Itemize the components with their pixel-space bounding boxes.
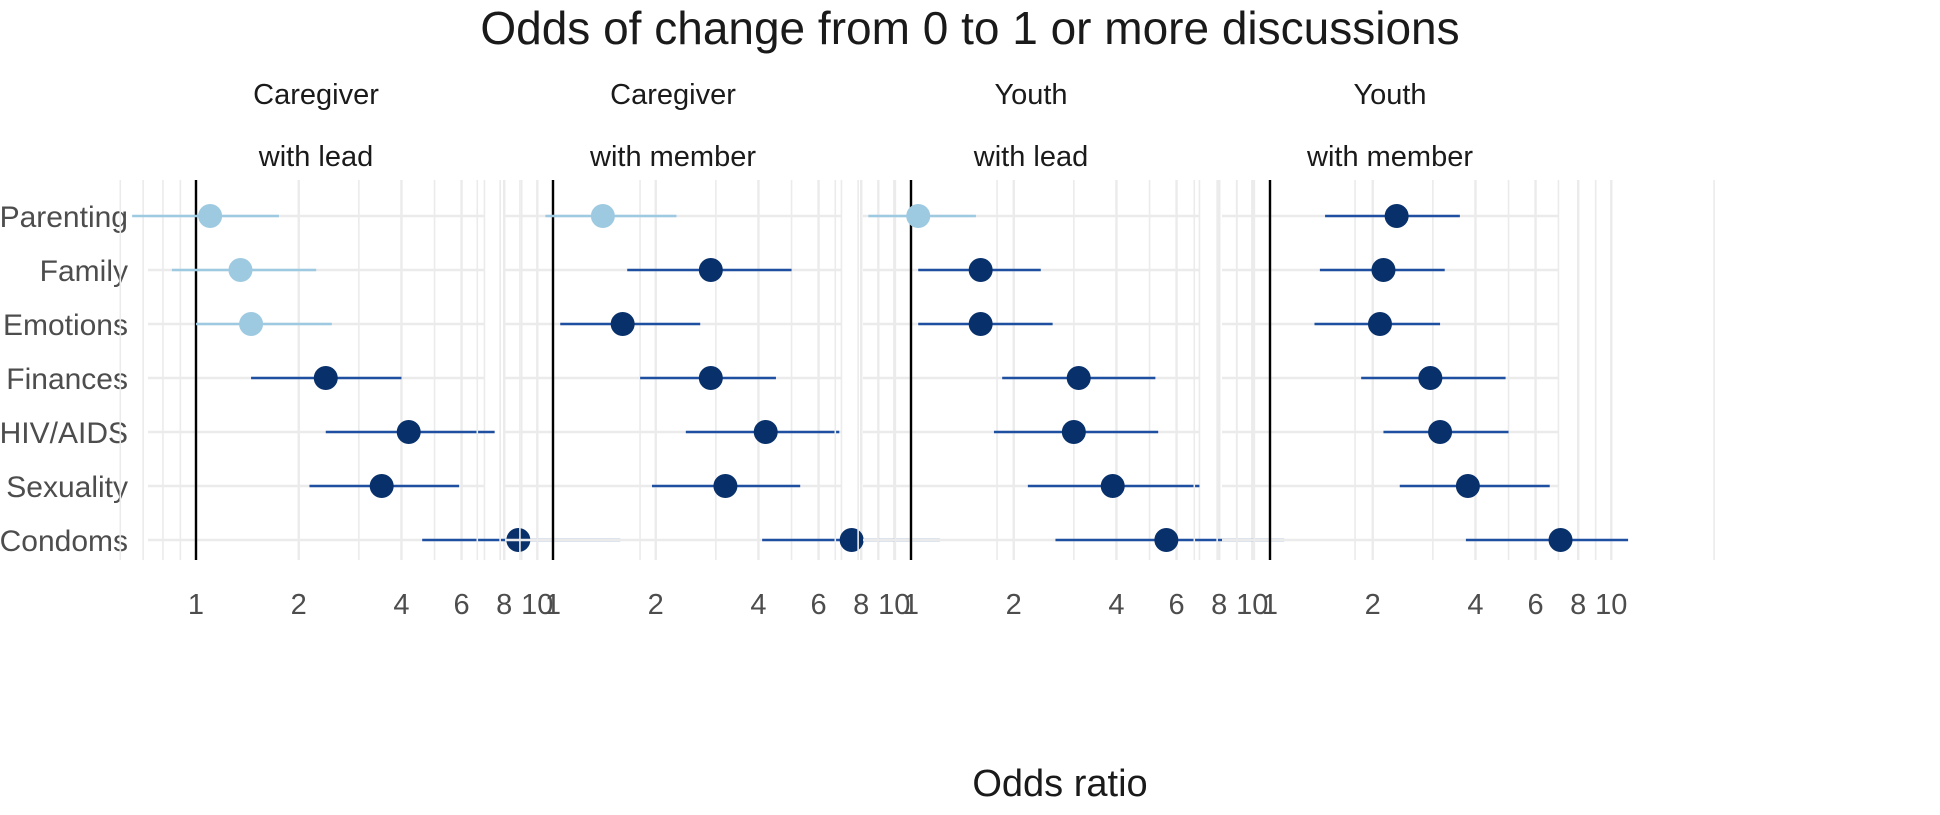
x-tick-label: 6 (1528, 589, 1544, 621)
estimate-point (1066, 366, 1091, 390)
estimate-point (198, 204, 223, 228)
x-axis-title: Odds ratio (972, 763, 1148, 805)
category-label: HIV/AIDS (0, 417, 128, 450)
x-tick-label: 10 (878, 589, 910, 621)
chart-title: Odds of change from 0 to 1 or more discu… (480, 2, 1460, 54)
estimate-point (753, 420, 778, 444)
category-label: Emotions (3, 309, 128, 342)
x-tick-label: 10 (521, 589, 553, 621)
category-label: Family (40, 255, 128, 288)
x-tick-label: 4 (1467, 589, 1483, 621)
panel-strip-label: with member (589, 141, 756, 173)
estimate-point (610, 312, 635, 336)
estimate-point (228, 258, 253, 282)
estimate-point (968, 258, 993, 282)
estimate-point (698, 366, 723, 390)
estimate-point (839, 528, 864, 552)
estimate-point (1384, 204, 1409, 228)
x-tick-label: 6 (1169, 589, 1185, 621)
x-tick-label: 6 (811, 589, 827, 621)
category-label: Condoms (0, 525, 128, 558)
estimate-point (1367, 312, 1392, 336)
x-tick-label: 2 (291, 589, 307, 621)
x-tick-label: 2 (1365, 589, 1381, 621)
panel-strip-label: with member (1306, 141, 1473, 173)
x-tick-label: 1 (1262, 589, 1278, 621)
estimate-point (1371, 258, 1396, 282)
x-tick-label: 2 (1006, 589, 1022, 621)
estimate-point (590, 204, 615, 228)
x-tick-label: 2 (648, 589, 664, 621)
estimate-point (1100, 474, 1125, 498)
panel-strip-label: Youth (994, 79, 1067, 111)
estimate-point (968, 312, 993, 336)
x-tick-label: 1 (545, 589, 561, 621)
x-tick-label: 8 (853, 589, 869, 621)
estimate-point (698, 258, 723, 282)
x-tick-label: 4 (393, 589, 409, 621)
panel: Caregiver with lead 1 2 4 6 8 10 (119, 79, 641, 621)
panel-strip-label: Caregiver (253, 79, 379, 111)
category-label: Parenting (0, 201, 128, 234)
x-tick-label: 10 (1236, 589, 1268, 621)
estimate-point (1061, 420, 1086, 444)
estimate-point (1418, 366, 1443, 390)
estimate-point (1455, 474, 1480, 498)
panel-strip-label: with lead (258, 141, 373, 173)
estimate-point (713, 474, 738, 498)
estimate-point (906, 204, 931, 228)
estimate-point (1154, 528, 1179, 552)
x-tick-label: 8 (1211, 589, 1227, 621)
estimate-point (1548, 528, 1573, 552)
category-label: Finances (6, 363, 128, 396)
panel-strip-label: Caregiver (610, 79, 736, 111)
category-label: Sexuality (6, 471, 128, 504)
x-tick-label: 8 (1570, 589, 1586, 621)
estimate-point (239, 312, 264, 336)
x-tick-label: 4 (750, 589, 766, 621)
panel-strip-label: Youth (1353, 79, 1426, 111)
estimate-point (369, 474, 394, 498)
panel-strip-label: with lead (973, 141, 1088, 173)
estimate-point (313, 366, 338, 390)
x-tick-label: 10 (1595, 589, 1627, 621)
x-tick-label: 6 (454, 589, 470, 621)
estimate-point (396, 420, 421, 444)
estimate-point (1428, 420, 1453, 444)
x-tick-label: 1 (188, 589, 204, 621)
x-tick-label: 4 (1108, 589, 1124, 621)
x-tick-label: 1 (903, 589, 919, 621)
x-tick-label: 8 (496, 589, 512, 621)
